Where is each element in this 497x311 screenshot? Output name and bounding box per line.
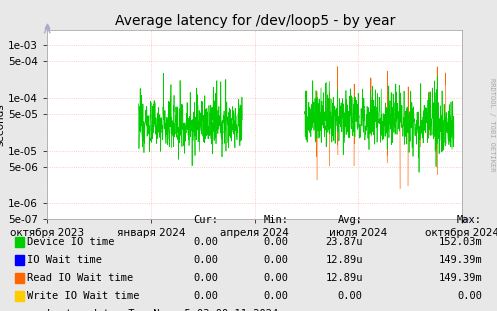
Text: 0.00: 0.00: [194, 237, 219, 247]
Text: Last update: Tue Nov  5 03:00:11 2024: Last update: Tue Nov 5 03:00:11 2024: [47, 309, 278, 311]
Text: 0.00: 0.00: [194, 273, 219, 283]
Text: Max:: Max:: [457, 216, 482, 225]
Y-axis label: seconds: seconds: [0, 103, 5, 146]
Text: 0.00: 0.00: [263, 237, 288, 247]
Text: Avg:: Avg:: [338, 216, 363, 225]
Text: 0.00: 0.00: [338, 291, 363, 301]
Text: Min:: Min:: [263, 216, 288, 225]
Text: 0.00: 0.00: [457, 291, 482, 301]
Text: 23.87u: 23.87u: [326, 237, 363, 247]
Text: 0.00: 0.00: [263, 291, 288, 301]
Text: 12.89u: 12.89u: [326, 273, 363, 283]
Text: 149.39m: 149.39m: [438, 255, 482, 265]
Text: Cur:: Cur:: [194, 216, 219, 225]
Text: 149.39m: 149.39m: [438, 273, 482, 283]
Text: 152.03m: 152.03m: [438, 237, 482, 247]
Text: 0.00: 0.00: [263, 255, 288, 265]
Text: 12.89u: 12.89u: [326, 255, 363, 265]
Text: Write IO Wait time: Write IO Wait time: [27, 291, 140, 301]
Text: 0.00: 0.00: [194, 291, 219, 301]
Text: Device IO time: Device IO time: [27, 237, 115, 247]
Text: 0.00: 0.00: [263, 273, 288, 283]
Text: 0.00: 0.00: [194, 255, 219, 265]
Title: Average latency for /dev/loop5 - by year: Average latency for /dev/loop5 - by year: [114, 14, 395, 28]
Text: IO Wait time: IO Wait time: [27, 255, 102, 265]
Text: RRDTOOL / TOBI OETIKER: RRDTOOL / TOBI OETIKER: [489, 78, 495, 171]
Text: Read IO Wait time: Read IO Wait time: [27, 273, 134, 283]
